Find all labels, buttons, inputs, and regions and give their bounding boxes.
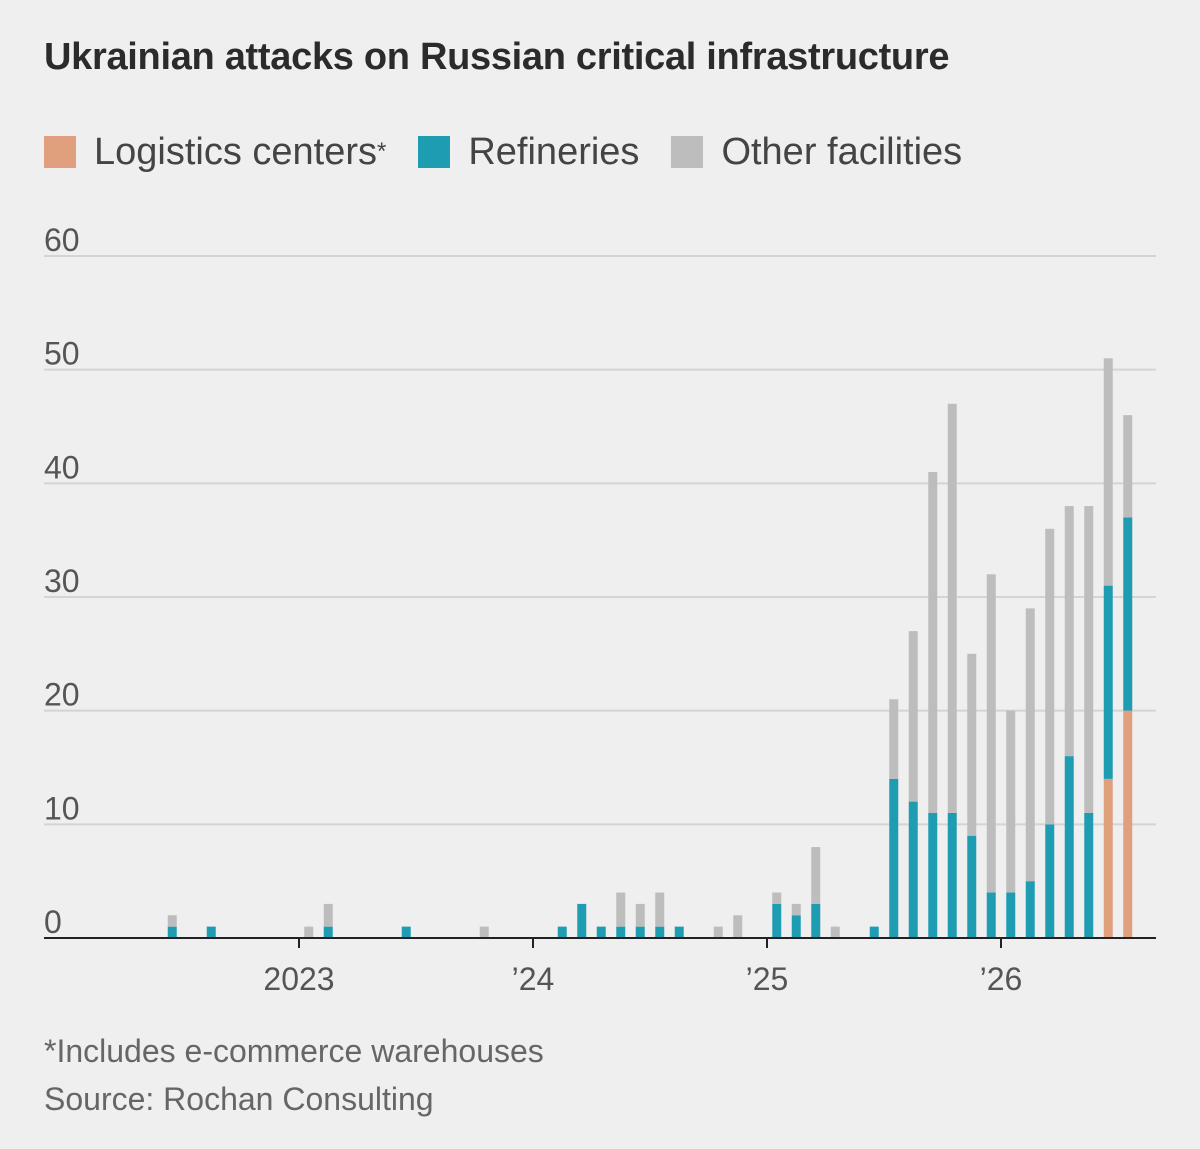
bar-segment-refineries xyxy=(557,926,567,938)
bar-segment-refineries xyxy=(772,903,782,938)
bar-segment-other xyxy=(479,926,489,938)
x-tick-label: ’24 xyxy=(512,961,555,997)
bar-segment-refineries xyxy=(206,926,216,938)
bar-segment-other xyxy=(908,631,918,802)
chart-title: Ukrainian attacks on Russian critical in… xyxy=(44,36,950,78)
bar-segment-other xyxy=(889,699,899,779)
bar-segment-other xyxy=(928,471,938,813)
bar-segment-other xyxy=(947,403,957,813)
bar-segment-refineries xyxy=(889,778,899,938)
footnote: *Includes e-commerce warehouses xyxy=(44,1033,544,1069)
x-tick-label: ’26 xyxy=(980,961,1023,997)
y-tick-label: 20 xyxy=(44,677,80,713)
source-note: Source: Rochan Consulting xyxy=(44,1081,434,1117)
bar-segment-other xyxy=(323,903,333,927)
bar-chart: 0 10 20 30 40 50 60 2023 ’24 ’25 ’26 xyxy=(44,222,1156,997)
y-tick-label: 40 xyxy=(44,449,80,485)
bar-segment-refineries xyxy=(323,926,333,938)
legend-item-logistics: Logistics centers * xyxy=(44,131,386,174)
bar-segment-logistics xyxy=(1123,710,1133,938)
bar-segment-refineries xyxy=(596,926,606,938)
y-tick-label: 50 xyxy=(44,336,80,372)
x-tick-label: ’25 xyxy=(746,961,789,997)
legend-item-other: Other facilities xyxy=(671,131,962,174)
bar-segment-other xyxy=(1064,506,1074,757)
bar-segment-refineries xyxy=(811,903,821,938)
bar-segment-refineries xyxy=(1006,892,1016,938)
legend-label-logistics: Logistics centers xyxy=(94,130,378,173)
y-tick-label: 30 xyxy=(44,563,80,599)
bar-segment-refineries xyxy=(674,926,684,938)
bar-segment-refineries xyxy=(616,926,626,938)
bar-segment-other xyxy=(167,915,177,927)
y-tick-label: 60 xyxy=(44,222,80,258)
bar-segment-refineries xyxy=(1084,812,1094,938)
y-tick-label: 10 xyxy=(44,790,80,826)
bar-segment-other xyxy=(733,915,743,938)
legend: Logistics centers * Refineries Other faci… xyxy=(44,128,994,176)
bar-segment-other xyxy=(1006,710,1016,893)
bar-segment-refineries xyxy=(1064,756,1074,938)
bar-segment-refineries xyxy=(577,903,587,938)
bar-segment-other xyxy=(1025,608,1035,882)
legend-item-refineries: Refineries xyxy=(418,131,639,174)
bar-segment-logistics xyxy=(1103,778,1113,938)
legend-swatch-refineries xyxy=(418,136,451,168)
bar-segment-other xyxy=(986,574,996,893)
bar-segment-refineries xyxy=(1025,881,1035,938)
y-tick-label: 0 xyxy=(44,904,62,940)
bar-segment-refineries xyxy=(908,801,918,938)
legend-label-other: Other facilities xyxy=(721,130,963,173)
bar-segment-refineries xyxy=(986,892,996,938)
bar-segment-other xyxy=(616,892,626,927)
bar-segment-refineries xyxy=(635,926,645,938)
bar-segment-other xyxy=(967,653,977,836)
bar-segment-other xyxy=(791,903,801,916)
legend-asterisk: * xyxy=(377,138,387,165)
bar-segment-other xyxy=(811,847,821,904)
bar-segment-refineries xyxy=(967,835,977,938)
bar-segment-other xyxy=(1103,358,1113,586)
bar-segment-refineries xyxy=(928,812,938,938)
bar-segment-other xyxy=(1084,506,1094,813)
bar-segment-other xyxy=(304,926,314,938)
bar-segment-refineries xyxy=(401,926,411,938)
legend-label-refineries: Refineries xyxy=(468,130,640,173)
bar-segment-refineries xyxy=(655,926,665,938)
bar-segment-refineries xyxy=(869,926,879,938)
x-tick-label: 2023 xyxy=(263,961,334,997)
bar-segment-other xyxy=(1123,415,1133,518)
bar-segment-refineries xyxy=(1123,517,1133,711)
legend-swatch-logistics xyxy=(44,136,76,168)
bar-segment-other xyxy=(772,892,782,904)
bar-segment-refineries xyxy=(1103,585,1113,779)
bar-segment-other xyxy=(1045,528,1055,825)
bar-segment-refineries xyxy=(1045,824,1055,938)
bar-segment-refineries xyxy=(167,926,177,938)
bar-segment-other xyxy=(655,892,665,927)
bar-segment-refineries xyxy=(947,812,957,938)
bar-segment-other xyxy=(635,903,645,927)
legend-swatch-other xyxy=(671,136,704,168)
bar-segment-other xyxy=(713,926,723,938)
bar-segment-refineries xyxy=(791,915,801,938)
bar-segment-other xyxy=(830,926,840,938)
